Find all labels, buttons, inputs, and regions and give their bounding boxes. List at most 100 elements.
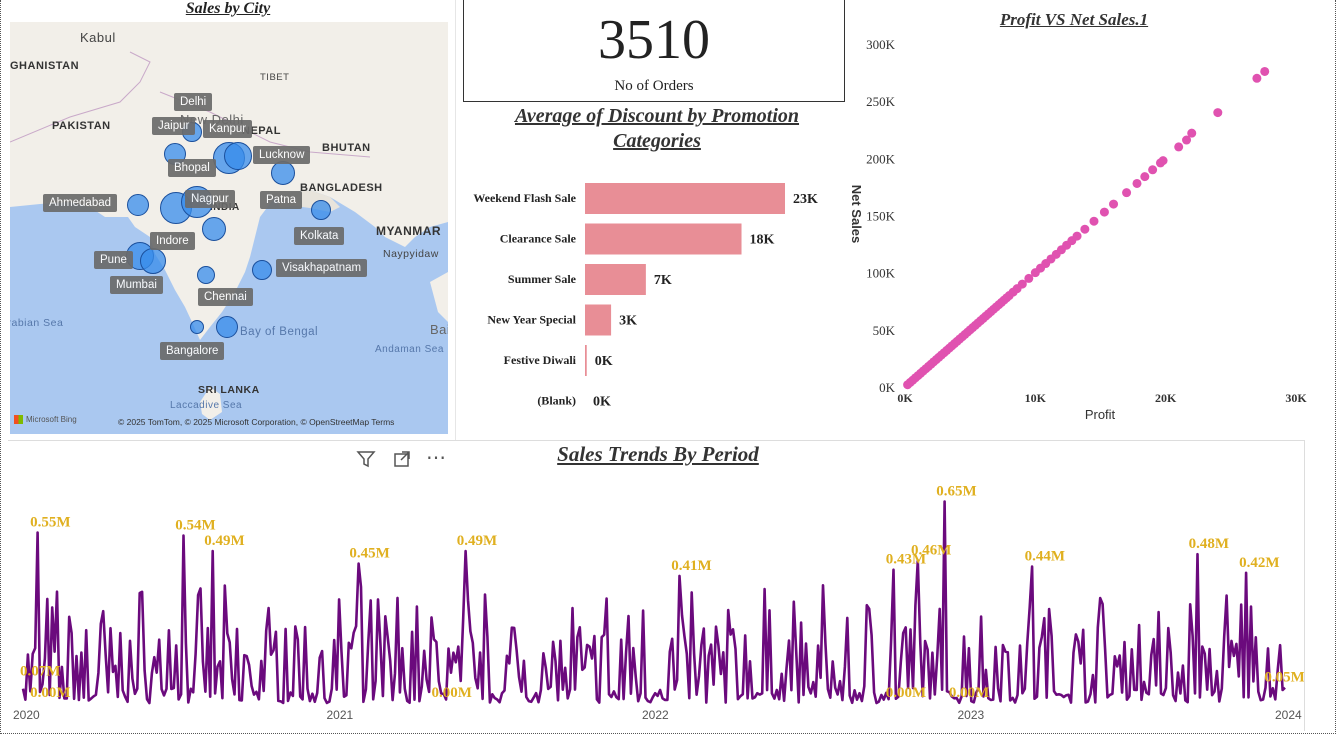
line-x-tick: 2022 (642, 708, 669, 722)
bar-data-label: 0K (593, 395, 611, 410)
scatter-point (1132, 178, 1142, 188)
bar-data-label: 7K (654, 273, 672, 288)
scatter-x-tick: 30K (1285, 391, 1307, 405)
city-label-visakhapatnam: Visakhapatnam (276, 259, 368, 277)
line-data-label: 0.00M (30, 685, 70, 701)
more-options-icon[interactable]: ⋯ (426, 447, 447, 469)
scatter-point (1252, 73, 1262, 83)
line-data-label: 0.07M (20, 663, 60, 679)
scatter-point (1072, 231, 1082, 241)
line-data-label: 0.54M (175, 518, 215, 534)
line-data-label: 0.46M (911, 542, 951, 558)
scatter-point (1140, 172, 1150, 182)
trend-chart-title: Sales Trends By Period (557, 442, 759, 466)
bar (585, 223, 742, 255)
city-bubble[interactable] (216, 316, 238, 338)
kpi-value: 3510 (598, 9, 710, 71)
sales-trends-line-chart[interactable]: Sales Trends By Period ⋯ 2020 2021 2022 202… (8, 440, 1305, 731)
line-data-label: 0.55M (30, 515, 70, 531)
scatter-y-tick: 200K (866, 151, 896, 166)
city-label-pune: Pune (94, 251, 133, 269)
map-canvas[interactable]: Kabul GHANISTAN PAKISTAN TIBET New Delhi… (10, 22, 448, 434)
line-x-tick: 2024 (1275, 708, 1302, 722)
line-data-label: 0.44M (1025, 549, 1065, 565)
line-data-label: 0.00M (431, 685, 471, 701)
geo-label-naypyidaw: Naypyidaw (383, 248, 439, 260)
scatter-y-tick: 0K (879, 380, 896, 395)
scatter-point (1017, 279, 1027, 289)
line-data-label: 0.65M (936, 484, 976, 500)
sales-trend-line (21, 500, 1286, 705)
city-bubble[interactable] (252, 260, 272, 280)
scatter-point (1089, 216, 1099, 226)
bar-category-label: (Blank) (537, 394, 576, 408)
scatter-point (1174, 142, 1184, 152)
line-x-tick: 2023 (958, 708, 985, 722)
city-bubble[interactable] (127, 194, 149, 216)
discount-chart-title: Average of Discount by Promotion Categor… (514, 105, 800, 152)
sales-by-city-map[interactable]: Sales by City Kabul GHANISTAN PAKISTAN T… (8, 0, 448, 436)
scatter-x-tick: 0K (897, 391, 913, 405)
scatter-x-axis-label: Profit (1085, 407, 1116, 422)
line-data-label: 0.48M (1189, 536, 1229, 552)
focus-mode-icon[interactable] (392, 449, 412, 474)
profit-vs-net-sales-scatter[interactable]: Profit VS Net Sales.1 0K 50K 100K 150K 200K 2… (848, 0, 1316, 440)
bar-category-label: Clearance Sale (500, 232, 577, 246)
scatter-y-tick: 300K (866, 37, 896, 52)
line-data-label: 0.42M (1239, 555, 1279, 571)
map-basemap (10, 22, 448, 434)
line-data-label: 0.49M (204, 533, 244, 549)
scatter-y-tick: 100K (866, 266, 896, 281)
scatter-y-tick: 150K (866, 209, 896, 224)
scatter-point (1260, 66, 1270, 76)
city-label-kolkata: Kolkata (294, 227, 345, 245)
bar (585, 183, 785, 214)
line-data-label: 0.00M (949, 685, 989, 701)
city-label-bhopal: Bhopal (168, 159, 216, 177)
city-bubble[interactable] (224, 142, 252, 170)
geo-label-kabul: Kabul (80, 30, 116, 45)
bing-label: Microsoft Bing (26, 415, 77, 424)
orders-kpi-card[interactable]: 3510 No of Orders (463, 0, 845, 102)
scatter-point (1099, 207, 1109, 217)
bar-data-label: 23K (793, 192, 818, 207)
scatter-x-tick: 20K (1155, 391, 1177, 405)
city-label-chennai: Chennai (198, 288, 253, 306)
geo-label-bay-of-bengal: Bay of Bengal (240, 326, 319, 338)
city-label-bangalore: Bangalore (160, 342, 225, 360)
city-bubble[interactable] (190, 320, 204, 334)
city-bubble[interactable] (140, 248, 166, 274)
bing-logo: Microsoft Bing (14, 415, 77, 424)
geo-label-pakistan: PAKISTAN (52, 120, 111, 132)
city-label-patna: Patna (260, 191, 303, 209)
kpi-label: No of Orders (614, 78, 694, 94)
geo-label-arabian-sea: Arabian Sea (10, 317, 64, 329)
city-label-kanpur: Kanpur (203, 120, 253, 138)
geo-label-laccadive-sea: Laccadive Sea (170, 400, 243, 411)
city-bubble[interactable] (311, 200, 331, 220)
line-data-label: 0.49M (457, 533, 497, 549)
filter-icon[interactable] (356, 449, 376, 474)
geo-label-sri-lanka: SRI LANKA (198, 384, 260, 396)
map-title: Sales by City (185, 0, 271, 17)
scatter-y-tick: 50K (873, 323, 896, 338)
geo-label-bay-edge: Bai (430, 322, 448, 337)
scatter-point (1182, 135, 1192, 145)
scatter-point (1122, 188, 1132, 198)
scatter-chart-svg: 0K 50K 100K 150K 200K 250K 300K 0K 10K 20K 30K Prof… (849, 37, 1307, 422)
discount-bar-chart[interactable]: Average of Discount by Promotion Categor… (462, 104, 848, 440)
scatter-point (1213, 108, 1223, 118)
city-label-mumbai: Mumbai (110, 276, 163, 294)
panel-divider (455, 0, 456, 440)
bar-data-label: 3K (619, 314, 637, 329)
bar (585, 345, 587, 376)
geo-label-tibet: TIBET (260, 72, 290, 83)
city-bubble[interactable] (202, 217, 226, 241)
scatter-point (1158, 156, 1168, 166)
city-bubble[interactable] (271, 161, 295, 185)
bar (585, 264, 646, 295)
map-attribution[interactable]: © 2025 TomTom, © 2025 Microsoft Corporat… (118, 417, 395, 427)
city-bubble[interactable] (197, 266, 215, 284)
bar-category-label: Festive Diwali (504, 353, 577, 367)
geo-label-myanmar: MYANMAR (376, 224, 442, 238)
